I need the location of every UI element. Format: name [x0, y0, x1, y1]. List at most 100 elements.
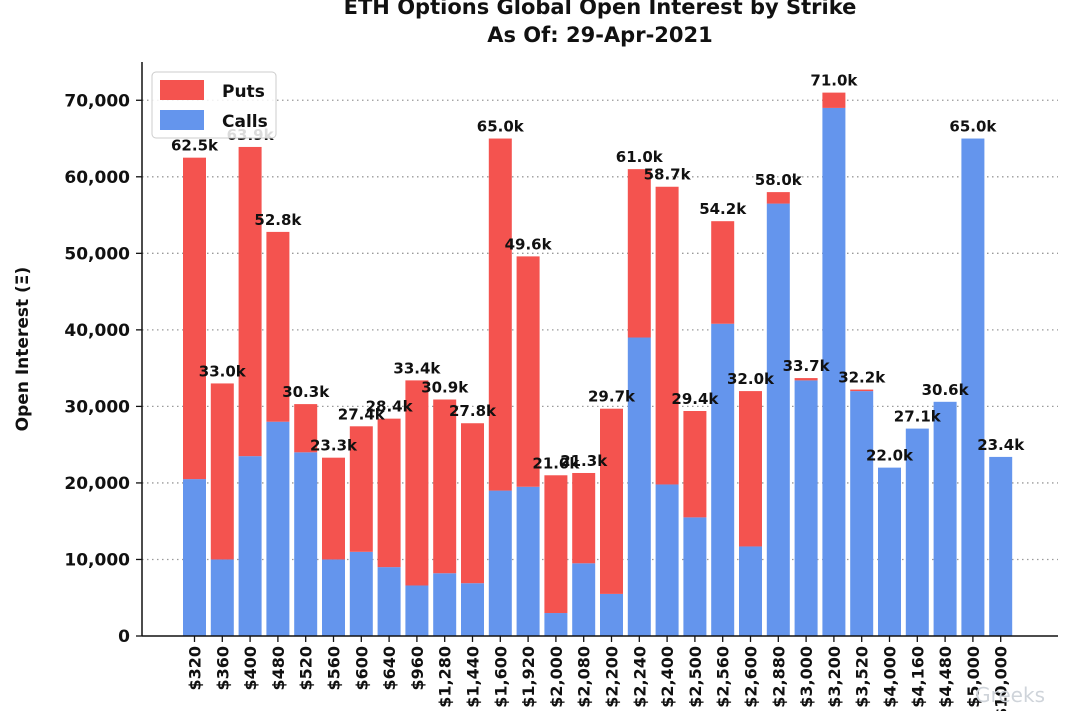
data-label: 30.6k: [922, 381, 970, 399]
bar-calls: [266, 421, 290, 636]
x-tick-label: $1,920: [519, 646, 538, 708]
bar-puts: [766, 192, 790, 204]
bar-puts: [266, 231, 290, 422]
x-tick-label: $2,200: [603, 646, 622, 708]
bar-calls: [294, 452, 318, 636]
bar-puts: [238, 146, 262, 457]
data-label: 29.4k: [671, 390, 719, 408]
data-label: 54.2k: [699, 200, 747, 218]
data-label: 30.3k: [282, 383, 330, 401]
bar-puts: [433, 399, 457, 574]
y-axis-label: Open Interest (Ξ): [13, 267, 33, 432]
x-tick-label: $480: [269, 646, 288, 691]
y-tick-label: 50,000: [64, 244, 130, 264]
bar-puts: [405, 380, 429, 586]
x-tick-label: $2,600: [742, 646, 761, 708]
bar-calls: [349, 551, 373, 636]
bar-calls: [822, 107, 846, 637]
bar-puts: [488, 138, 512, 491]
bar-puts: [572, 472, 596, 564]
bar-calls: [322, 559, 345, 636]
data-label: 61.0k: [616, 148, 664, 166]
y-tick-label: 40,000: [64, 321, 130, 341]
x-tick-label: $10,000: [992, 646, 1011, 711]
x-tick-label: $600: [352, 646, 371, 691]
watermark: Greeks: [975, 683, 1045, 707]
bar-calls: [600, 593, 623, 636]
bar-puts: [711, 221, 735, 324]
bar-puts: [183, 157, 206, 480]
data-label: 71.0k: [810, 72, 858, 90]
bar-calls: [766, 203, 790, 636]
data-label: 27.8k: [449, 402, 497, 420]
y-tick-label: 20,000: [64, 474, 130, 494]
bar-calls: [905, 428, 929, 636]
bar-puts: [294, 404, 318, 453]
x-tick-label: $5,000: [964, 646, 983, 708]
chart-title: ETH Options Global Open Interest by Stri…: [344, 0, 857, 19]
data-label: 27.1k: [894, 408, 942, 426]
bar-puts: [739, 391, 762, 547]
x-tick-label: $4,480: [936, 646, 955, 708]
data-label: 52.8k: [254, 211, 302, 229]
x-tick-label: $2,880: [769, 646, 788, 708]
bar-puts: [322, 457, 345, 560]
x-tick-label: $960: [408, 646, 427, 691]
bars-group: [183, 92, 1013, 637]
legend-swatch-calls: [160, 110, 204, 130]
x-tick-label: $640: [380, 646, 399, 691]
y-tick-label: 30,000: [64, 397, 130, 417]
x-tick-label: $3,520: [853, 646, 872, 708]
data-label: 23.3k: [310, 437, 358, 455]
bar-puts: [544, 475, 568, 614]
data-label: 62.5k: [171, 137, 219, 155]
bar-calls: [238, 456, 262, 636]
data-label: 30.9k: [421, 379, 469, 397]
x-tick-label: $1,280: [436, 646, 455, 708]
data-label: 65.0k: [477, 118, 525, 136]
data-label: 33.4k: [393, 359, 441, 377]
bar-puts: [600, 408, 623, 594]
data-label: 28.4k: [366, 398, 414, 416]
bar-puts: [822, 92, 846, 108]
bar-calls: [183, 479, 206, 636]
bar-puts: [210, 383, 234, 560]
legend-swatch-puts: [160, 80, 204, 100]
bar-puts: [794, 378, 818, 381]
data-label: 23.4k: [977, 436, 1025, 454]
data-label: 65.0k: [949, 118, 997, 136]
bar-puts: [683, 410, 707, 518]
bar-calls: [794, 380, 818, 636]
bar-calls: [516, 486, 540, 636]
bar-puts: [655, 186, 679, 485]
data-labels-group: 62.5k33.0k63.9k52.8k30.3k23.3k27.4k28.4k…: [171, 72, 1025, 473]
x-tick-label: $2,000: [547, 646, 566, 708]
data-label: 21.0k: [532, 454, 580, 472]
x-tick-label: $520: [297, 646, 316, 691]
x-tick-label: $2,080: [575, 646, 594, 708]
x-tick-label: $3,000: [797, 646, 816, 708]
x-tick-label: $1,600: [491, 646, 510, 708]
bar-calls: [878, 467, 901, 636]
x-tick-label: $2,500: [686, 646, 705, 708]
x-tick-label: $2,560: [714, 646, 733, 708]
y-ticks-group: 0 10,000 20,000 30,000 40,000 50,000 60,000 70,…: [64, 91, 142, 647]
data-label: 58.7k: [644, 166, 692, 184]
bar-calls: [572, 563, 596, 636]
x-tick-label: $1,440: [464, 646, 483, 708]
data-label: 27.4k: [338, 405, 386, 423]
bar-calls: [433, 573, 457, 636]
x-tick-label: $4,000: [881, 646, 900, 708]
bar-calls: [711, 323, 735, 636]
chart-subtitle: As Of: 29-Apr-2021: [487, 23, 713, 47]
data-label: 29.7k: [588, 388, 636, 406]
data-label: 58.0k: [755, 171, 803, 189]
bar-calls: [739, 546, 762, 636]
x-tick-label: $320: [186, 646, 205, 691]
bar-calls: [683, 517, 707, 636]
y-tick-label: 70,000: [64, 91, 130, 111]
bar-calls: [544, 613, 568, 636]
bar-calls: [627, 337, 651, 636]
legend: Puts Calls: [151, 71, 277, 139]
legend-label-calls: Calls: [222, 112, 268, 132]
